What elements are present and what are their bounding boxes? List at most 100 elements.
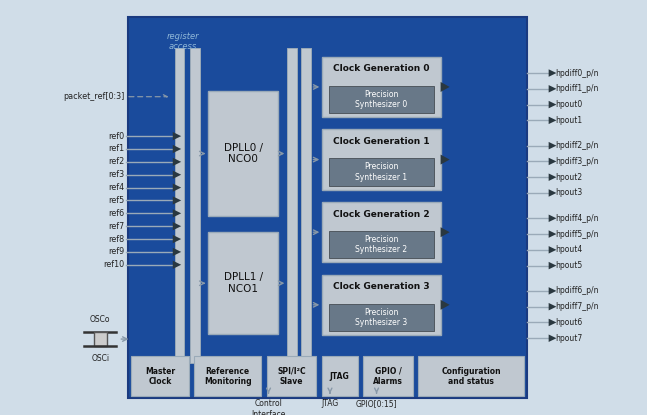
Polygon shape [549, 173, 556, 181]
Bar [131, 356, 189, 396]
Text: ref7: ref7 [109, 222, 125, 231]
Bar [128, 17, 527, 398]
Text: JTAG: JTAG [322, 399, 338, 408]
Text: Reference
Monitoring: Reference Monitoring [204, 367, 252, 386]
Text: hpout0: hpout0 [555, 100, 582, 109]
Bar [329, 159, 434, 186]
Text: hpdiff0_p/n: hpdiff0_p/n [555, 68, 598, 78]
Text: Master
Clock: Master Clock [145, 367, 175, 386]
Bar [175, 48, 184, 363]
Bar [322, 356, 358, 396]
Text: hpdiff4_p/n: hpdiff4_p/n [555, 214, 598, 223]
Bar [301, 48, 311, 363]
Text: OSCo: OSCo [90, 315, 111, 325]
Text: Clock Generation 1: Clock Generation 1 [333, 137, 430, 146]
Text: Precision
Synthesizer 2: Precision Synthesizer 2 [355, 235, 408, 254]
Text: GPIO /
Alarms: GPIO / Alarms [373, 367, 403, 386]
Polygon shape [549, 334, 556, 342]
Bar [208, 232, 278, 334]
Text: hpdiff1_p/n: hpdiff1_p/n [555, 84, 598, 93]
Text: hpout3: hpout3 [555, 188, 582, 198]
Text: hpout4: hpout4 [555, 245, 582, 254]
Polygon shape [549, 319, 556, 326]
Bar [329, 304, 434, 331]
Polygon shape [173, 196, 181, 205]
Text: DPLL0 /
NCO0: DPLL0 / NCO0 [224, 143, 263, 164]
Text: ref0: ref0 [109, 132, 125, 141]
Text: Clock Generation 3: Clock Generation 3 [333, 282, 430, 291]
Polygon shape [549, 189, 556, 197]
Text: OSCi: OSCi [91, 354, 109, 363]
Polygon shape [549, 101, 556, 108]
Polygon shape [173, 261, 181, 269]
Text: JTAG: JTAG [330, 372, 349, 381]
Text: ref4: ref4 [109, 183, 125, 192]
Text: ref8: ref8 [109, 234, 125, 244]
Text: hpdiff7_p/n: hpdiff7_p/n [555, 302, 598, 311]
Bar [322, 129, 441, 190]
Text: Clock Generation 0: Clock Generation 0 [333, 64, 430, 73]
Text: Precision
Synthesizer 1: Precision Synthesizer 1 [355, 162, 408, 182]
Text: ref5: ref5 [109, 196, 125, 205]
Polygon shape [549, 69, 556, 77]
Text: DPLL1 /
NCO1: DPLL1 / NCO1 [224, 272, 263, 294]
Bar [94, 332, 107, 346]
Text: register
access: register access [167, 32, 199, 51]
Polygon shape [549, 287, 556, 295]
Text: SPI/I²C
Slave: SPI/I²C Slave [277, 367, 306, 386]
Text: Precision
Synthesizer 0: Precision Synthesizer 0 [355, 90, 408, 109]
Text: ref6: ref6 [109, 209, 125, 218]
Polygon shape [549, 262, 556, 269]
Bar [322, 202, 441, 262]
Polygon shape [173, 132, 181, 140]
Polygon shape [173, 248, 181, 256]
Polygon shape [549, 117, 556, 124]
Text: hpout5: hpout5 [555, 261, 582, 270]
Bar [363, 356, 413, 396]
Polygon shape [173, 158, 181, 166]
Text: hpdiff2_p/n: hpdiff2_p/n [555, 141, 598, 150]
Polygon shape [173, 171, 181, 179]
Text: packet_ref[0:3]: packet_ref[0:3] [63, 92, 125, 101]
Text: Clock Generation 2: Clock Generation 2 [333, 210, 430, 219]
Polygon shape [173, 145, 181, 153]
Bar [418, 356, 524, 396]
Polygon shape [441, 154, 450, 164]
Polygon shape [549, 246, 556, 254]
Bar [190, 48, 200, 363]
Text: ref10: ref10 [104, 260, 125, 269]
Polygon shape [549, 215, 556, 222]
Bar [322, 57, 441, 117]
Text: Precision
Synthesizer 3: Precision Synthesizer 3 [355, 308, 408, 327]
Polygon shape [549, 85, 556, 93]
Bar [208, 91, 278, 216]
Text: ref1: ref1 [109, 144, 125, 154]
Text: Configuration
and status: Configuration and status [441, 367, 501, 386]
Polygon shape [173, 235, 181, 243]
Polygon shape [173, 222, 181, 230]
Text: hpdiff6_p/n: hpdiff6_p/n [555, 286, 598, 295]
Text: hpout2: hpout2 [555, 173, 582, 182]
Polygon shape [173, 209, 181, 217]
Text: hpout1: hpout1 [555, 116, 582, 125]
Bar [267, 356, 316, 396]
Polygon shape [441, 227, 450, 237]
Bar [329, 86, 434, 113]
Text: ref9: ref9 [109, 247, 125, 256]
Polygon shape [173, 183, 181, 192]
Text: Control
Interface: Control Interface [251, 399, 286, 415]
Text: hpout7: hpout7 [555, 334, 582, 343]
Polygon shape [549, 158, 556, 165]
Polygon shape [441, 82, 450, 92]
Text: ref3: ref3 [109, 170, 125, 179]
Text: hpdiff5_p/n: hpdiff5_p/n [555, 229, 598, 239]
Polygon shape [441, 300, 450, 310]
Polygon shape [549, 230, 556, 238]
Text: ref2: ref2 [109, 157, 125, 166]
Bar [194, 356, 261, 396]
Polygon shape [549, 142, 556, 149]
Bar [322, 275, 441, 335]
Bar [329, 231, 434, 258]
Polygon shape [549, 303, 556, 310]
Text: GPIO[0:15]: GPIO[0:15] [356, 399, 397, 408]
